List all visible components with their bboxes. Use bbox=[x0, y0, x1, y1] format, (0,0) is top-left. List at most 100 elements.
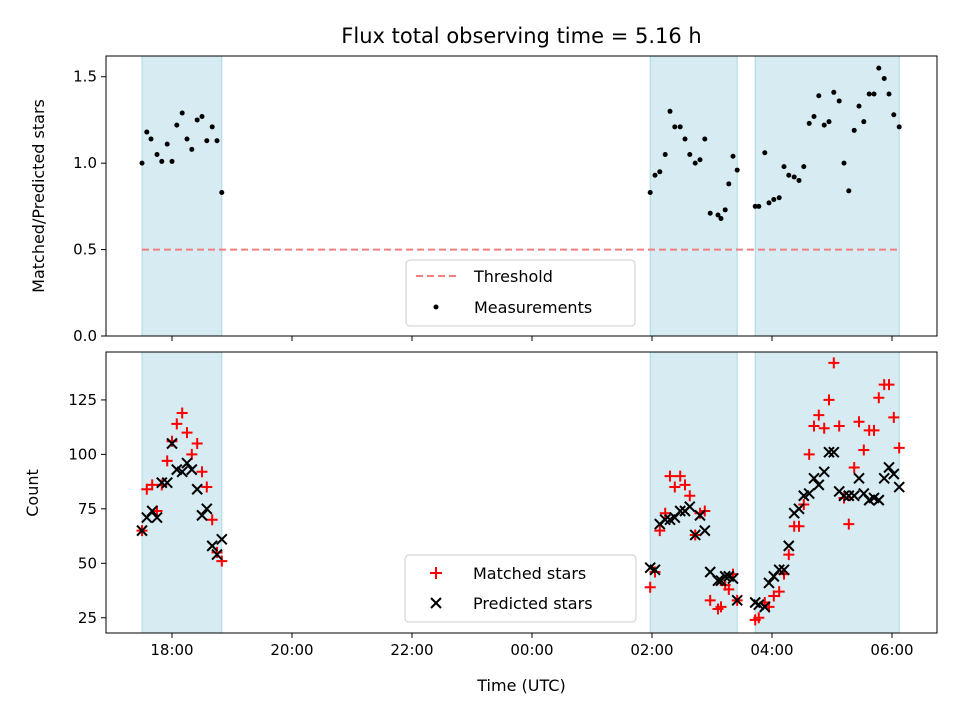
matched-stars-point bbox=[669, 481, 681, 493]
predicted-stars-point bbox=[699, 524, 711, 537]
measurements-point bbox=[756, 203, 762, 209]
matched-stars-point bbox=[171, 418, 183, 430]
measurements-point bbox=[846, 188, 852, 194]
observing-window bbox=[141, 55, 223, 337]
measurements-point bbox=[647, 190, 653, 196]
matched-stars-point bbox=[873, 392, 885, 404]
measurements-point bbox=[876, 65, 882, 71]
measurements-point bbox=[139, 160, 145, 166]
top-y-ticks: 0.0 0.5 1.0 1.5 bbox=[73, 68, 106, 345]
measurements-point bbox=[871, 91, 877, 97]
predicted-stars-point bbox=[753, 598, 765, 611]
predicted-stars-point bbox=[674, 505, 686, 517]
predicted-stars-point bbox=[848, 490, 860, 502]
top-legend-box bbox=[405, 259, 636, 327]
top-y-axis-label: Matched/Predicted stars bbox=[29, 99, 48, 293]
observing-window bbox=[141, 351, 223, 634]
predicted-stars-point bbox=[731, 594, 743, 607]
matched-stars-point bbox=[723, 583, 735, 595]
chart-title: Flux total observing time = 5.16 h bbox=[341, 24, 701, 48]
bottom-axes-frame bbox=[105, 351, 938, 634]
matched-stars-point bbox=[853, 416, 865, 428]
observing-window bbox=[649, 55, 738, 337]
legend-matched-label: Matched stars bbox=[473, 564, 586, 583]
measurements-point bbox=[199, 113, 205, 119]
predicted-stars-point bbox=[186, 463, 198, 476]
bottom-y-axis-label: Count bbox=[23, 469, 42, 517]
measurements-point bbox=[896, 124, 902, 130]
matched-stars-point bbox=[858, 444, 870, 456]
predicted-stars-point bbox=[694, 509, 706, 522]
measurements-point bbox=[831, 89, 837, 95]
bottom-legend-box bbox=[404, 554, 637, 623]
measurements-point bbox=[734, 167, 740, 173]
predicted-stars-point bbox=[759, 601, 771, 613]
predicted-stars-point bbox=[878, 472, 890, 485]
measurements-point bbox=[886, 91, 892, 97]
predicted-stars-point bbox=[823, 446, 835, 458]
measurements-point bbox=[851, 127, 857, 133]
measurements-point bbox=[677, 124, 683, 130]
matched-stars-point bbox=[715, 601, 727, 613]
predicted-stars-point bbox=[176, 466, 188, 478]
measurements-point bbox=[806, 120, 812, 126]
matched-stars-point bbox=[679, 479, 691, 491]
measurements-point bbox=[148, 136, 154, 142]
x-tick-label: 20:00 bbox=[270, 641, 313, 659]
measurements-point bbox=[662, 152, 668, 158]
predicted-stars-point bbox=[808, 472, 820, 485]
predicted-stars-point bbox=[793, 503, 805, 515]
measurements-point bbox=[856, 103, 862, 109]
count-points bbox=[136, 357, 905, 626]
legend-matched-swatch bbox=[430, 567, 442, 579]
y-tick-label: 1.0 bbox=[73, 154, 97, 172]
measurements-point bbox=[219, 190, 225, 196]
measurements-point bbox=[762, 150, 768, 156]
predicted-stars-point bbox=[684, 500, 696, 513]
measurements-points bbox=[139, 65, 902, 221]
measurements-point bbox=[718, 215, 724, 221]
predicted-stars-point bbox=[783, 540, 795, 552]
matched-stars-point bbox=[644, 581, 656, 593]
measurements-point bbox=[702, 136, 708, 142]
matched-stars-point bbox=[146, 479, 158, 491]
matched-stars-point bbox=[694, 507, 706, 519]
measurements-point bbox=[866, 91, 872, 97]
measurements-point bbox=[776, 195, 782, 201]
predicted-stars-point bbox=[763, 577, 775, 589]
measurements-point bbox=[881, 75, 887, 81]
measurements-point bbox=[841, 160, 847, 166]
predicted-stars-point bbox=[883, 461, 895, 474]
y-tick-label: 50 bbox=[78, 554, 97, 572]
matched-stars-point bbox=[654, 525, 666, 537]
matched-stars-point bbox=[211, 546, 223, 558]
predicted-stars-point bbox=[161, 476, 173, 489]
predicted-stars-point bbox=[151, 511, 163, 524]
matched-stars-point bbox=[753, 612, 765, 624]
predicted-stars-point bbox=[828, 446, 840, 458]
measurements-point bbox=[169, 158, 175, 164]
top-observing-windows bbox=[141, 55, 900, 337]
measurements-point bbox=[164, 141, 170, 147]
measurements-point bbox=[154, 152, 160, 158]
measurements-point bbox=[836, 98, 842, 104]
measurements-point bbox=[672, 124, 678, 130]
measurements-point bbox=[861, 119, 867, 125]
x-tick-label: 18:00 bbox=[150, 641, 193, 659]
y-tick-label: 100 bbox=[68, 445, 97, 463]
matched-stars-point bbox=[773, 586, 785, 598]
legend-measurements-label: Measurements bbox=[474, 298, 592, 317]
legend-predicted-swatch bbox=[430, 597, 442, 609]
measurements-point bbox=[821, 122, 827, 128]
x-tick-label: 00:00 bbox=[510, 641, 553, 659]
predicted-stars-point bbox=[196, 509, 208, 522]
measurements-point bbox=[184, 136, 190, 142]
x-tick-label: 02:00 bbox=[630, 641, 673, 659]
matched-stars-point bbox=[883, 379, 895, 391]
ratio-panel: 0.0 0.5 1.0 1.5 Matched/Predicted stars Thr… bbox=[29, 55, 938, 345]
predicted-stars-point bbox=[873, 494, 885, 506]
matched-stars-point bbox=[664, 470, 676, 482]
measurements-point bbox=[682, 136, 688, 142]
matched-stars-point bbox=[181, 427, 193, 439]
measurements-point bbox=[722, 207, 728, 213]
